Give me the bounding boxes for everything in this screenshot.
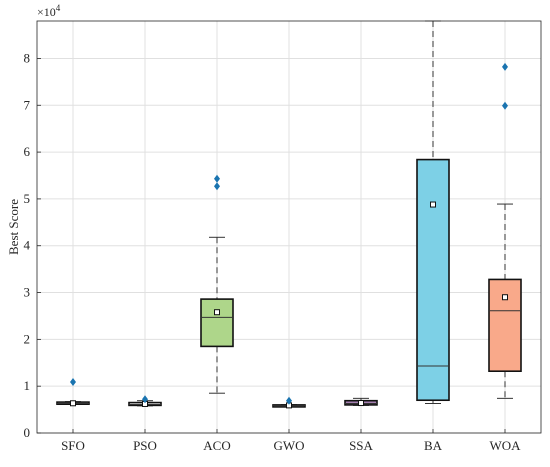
x-tick-label: SSA bbox=[349, 438, 373, 453]
y-tick-label: 6 bbox=[24, 144, 31, 159]
box-woa bbox=[488, 278, 522, 373]
outlier-point bbox=[286, 396, 292, 405]
mean-marker bbox=[70, 400, 76, 407]
x-tick-label: PSO bbox=[133, 438, 157, 453]
y-tick-label: 0 bbox=[24, 425, 31, 440]
y-tick-label: 5 bbox=[24, 191, 31, 206]
x-tick-label: WOA bbox=[489, 438, 521, 453]
outlier-point bbox=[214, 182, 220, 191]
outlier-point bbox=[502, 62, 508, 71]
outlier-point bbox=[214, 174, 220, 183]
y-multiplier-exponent: 4 bbox=[56, 3, 61, 13]
y-tick-label: 4 bbox=[24, 238, 31, 253]
y-axis-multiplier: ×104 bbox=[37, 3, 61, 19]
mean-marker bbox=[430, 201, 436, 208]
x-tick-label: GWO bbox=[273, 438, 304, 453]
grid-layer bbox=[37, 21, 541, 434]
outlier-point bbox=[502, 101, 508, 110]
outlier-point bbox=[142, 395, 148, 404]
x-tick-label: ACO bbox=[203, 438, 230, 453]
mean-marker bbox=[214, 309, 220, 316]
box-aco bbox=[200, 298, 234, 348]
mean-marker bbox=[358, 400, 364, 407]
x-tick-label: BA bbox=[424, 438, 443, 453]
outlier-point bbox=[70, 377, 76, 386]
y-tick-label: 3 bbox=[24, 285, 31, 300]
y-axis-label: Best Score bbox=[6, 199, 21, 255]
y-tick-label: 1 bbox=[24, 378, 31, 393]
y-tick-label: 2 bbox=[24, 331, 31, 346]
box-layer bbox=[56, 20, 522, 409]
y-tick-label: 8 bbox=[24, 50, 31, 65]
axis-layer: 0 1 2 3 4 5 6 7 8 SFO PSO ACO GWO SSA BA WOA bbox=[24, 50, 522, 453]
y-tick-label: 7 bbox=[24, 97, 31, 112]
y-multiplier-base: ×10 bbox=[37, 5, 56, 19]
x-tick-label: SFO bbox=[61, 438, 85, 453]
box-ba bbox=[416, 158, 450, 402]
mean-marker bbox=[502, 294, 508, 301]
